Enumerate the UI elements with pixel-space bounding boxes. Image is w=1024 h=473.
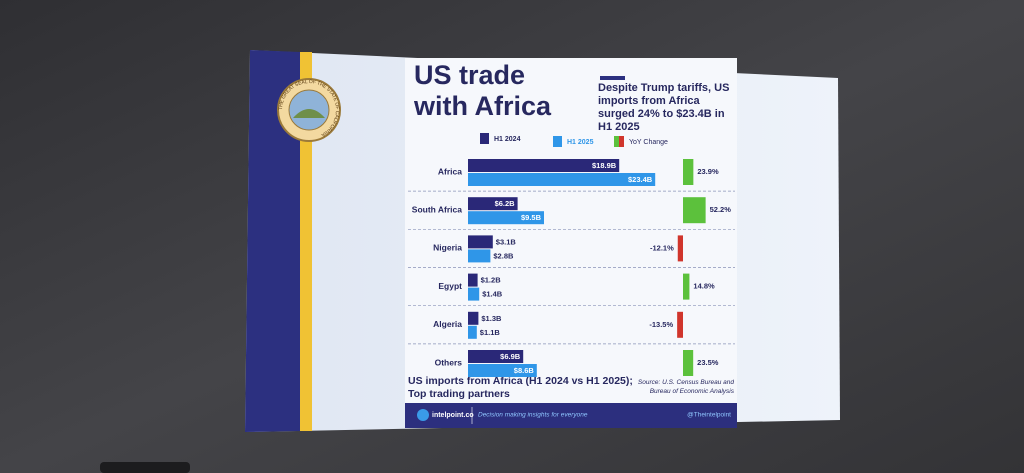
- yellow-stripe: [300, 52, 312, 431]
- change-label: 23.9%: [697, 167, 719, 176]
- source: Source: U.S. Census Bureau and Bureau of…: [637, 379, 734, 395]
- legend-label: H1 2024: [494, 136, 521, 143]
- bar: [468, 197, 518, 211]
- category-label: Africa: [438, 166, 462, 176]
- change-label: 52.2%: [710, 205, 732, 214]
- value-label: $6.2B: [495, 199, 516, 208]
- title-box: US trade with Africa: [414, 60, 552, 121]
- legend-label: YoY Change: [629, 139, 668, 146]
- source-box: Source: U.S. Census Bureau and Bureau of…: [637, 379, 734, 395]
- change-label: -13.5%: [649, 320, 673, 329]
- bar: [468, 350, 524, 363]
- value-label: $18.9B: [592, 161, 617, 170]
- value-label: $2.8B: [493, 251, 514, 260]
- plot: H1 2024 H1 2025 YoY Change Africa $18.9B $23.…: [408, 133, 735, 377]
- value-label: $1.1B: [480, 328, 501, 337]
- bar: [468, 211, 544, 225]
- bar: [468, 159, 620, 172]
- bar: [468, 364, 537, 377]
- subtitle-rule: [600, 76, 625, 80]
- category-label: South Africa: [412, 204, 462, 214]
- change-bar: [683, 273, 690, 300]
- foreground-object: [100, 462, 190, 473]
- footer-tagline: Decision making insights for everyone: [478, 412, 588, 419]
- bar: [468, 249, 491, 263]
- change-label: 23.5%: [697, 358, 719, 367]
- change-label: 14.8%: [693, 282, 715, 291]
- chart-title: US trade with Africa: [414, 60, 552, 121]
- footer-bar: [405, 403, 737, 428]
- legend-swatch: [480, 133, 489, 144]
- bar: [468, 325, 477, 339]
- category-label: Nigeria: [433, 243, 462, 253]
- change-bar: [677, 235, 683, 262]
- change-label: -12.1%: [650, 243, 674, 252]
- legend-swatch: [619, 136, 624, 147]
- legend-swatch: [614, 136, 619, 147]
- subtitle-box: Despite Trump tariffs, US imports from A…: [598, 82, 730, 132]
- change-bar: [683, 350, 694, 376]
- value-label: $23.4B: [628, 175, 653, 184]
- footer-handle: @Theintelpoint: [687, 412, 731, 419]
- bar: [468, 311, 479, 325]
- value-label: $3.1B: [496, 237, 517, 246]
- caption-box: US imports from Africa (H1 2024 vs H1 20…: [408, 375, 633, 400]
- bar: [468, 235, 493, 249]
- value-label: $1.2B: [481, 276, 502, 285]
- change-bar: [677, 311, 683, 338]
- seal-hill: [293, 109, 325, 118]
- caption: US imports from Africa (H1 2024 vs H1 20…: [408, 375, 633, 400]
- change-bar: [683, 197, 706, 224]
- footer-site: intelpoint.co: [432, 412, 474, 419]
- value-label: $1.3B: [481, 314, 502, 323]
- category-label: Algeria: [433, 319, 462, 329]
- legend-swatch: [553, 136, 562, 147]
- value-label: $9.5B: [521, 213, 542, 222]
- bar: [468, 287, 480, 301]
- bar: [468, 273, 478, 287]
- footer-logo: [417, 409, 429, 421]
- change-bar: [683, 159, 694, 185]
- value-label: $6.9B: [500, 352, 521, 361]
- bar: [468, 173, 656, 186]
- legend-label: H1 2025: [567, 139, 594, 146]
- category-label: Others: [435, 357, 463, 367]
- value-label: $1.4B: [482, 290, 503, 299]
- side-band: [245, 50, 300, 432]
- value-label: $8.6B: [514, 366, 535, 375]
- category-label: Egypt: [438, 281, 462, 291]
- chart-subtitle: Despite Trump tariffs, US imports from A…: [598, 82, 730, 132]
